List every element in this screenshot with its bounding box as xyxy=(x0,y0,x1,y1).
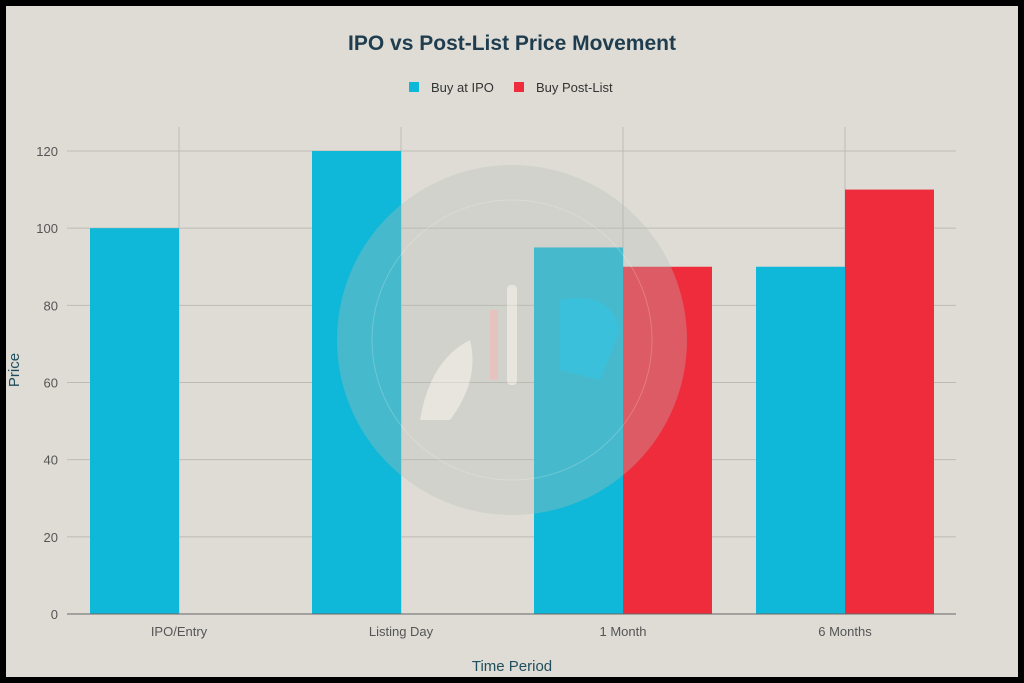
bar-buy-post-list xyxy=(845,189,934,615)
watermark-logo xyxy=(337,165,687,515)
x-axis-label: Time Period xyxy=(472,658,552,675)
chart-frame: IPO vs Post-List Price Movement Buy at I… xyxy=(6,6,1018,677)
bar-buy-at-ipo xyxy=(312,151,401,614)
x-tick-label: IPO/Entry xyxy=(151,624,208,639)
y-tick-labels: 0 20 40 60 80 100 120 xyxy=(36,144,58,622)
y-tick-label: 60 xyxy=(44,376,58,391)
bar-buy-post-list xyxy=(623,266,712,614)
y-tick-label: 80 xyxy=(44,298,58,313)
chart: IPO vs Post-List Price Movement Buy at I… xyxy=(6,32,956,675)
y-tick-label: 0 xyxy=(51,607,58,622)
x-tick-label: 1 Month xyxy=(600,624,647,639)
y-tick-label: 100 xyxy=(36,221,58,236)
legend-swatch xyxy=(514,82,524,92)
y-axis-label: Price xyxy=(6,353,23,387)
legend-label: Buy Post-List xyxy=(536,80,613,95)
y-tick-label: 40 xyxy=(44,453,58,468)
bar-buy-at-ipo xyxy=(756,266,845,614)
x-tick-label: 6 Months xyxy=(818,624,872,639)
y-tick-label: 120 xyxy=(36,144,58,159)
y-tick-label: 20 xyxy=(44,530,58,545)
legend-label: Buy at IPO xyxy=(431,80,494,95)
x-tick-label: Listing Day xyxy=(369,624,434,639)
chart-title: IPO vs Post-List Price Movement xyxy=(348,32,676,55)
legend-swatch xyxy=(409,82,419,92)
bars xyxy=(90,151,934,615)
bar-buy-at-ipo xyxy=(90,228,179,614)
x-tick-labels: IPO/Entry Listing Day 1 Month 6 Months xyxy=(151,624,872,639)
legend: Buy at IPO Buy Post-List xyxy=(409,80,613,95)
